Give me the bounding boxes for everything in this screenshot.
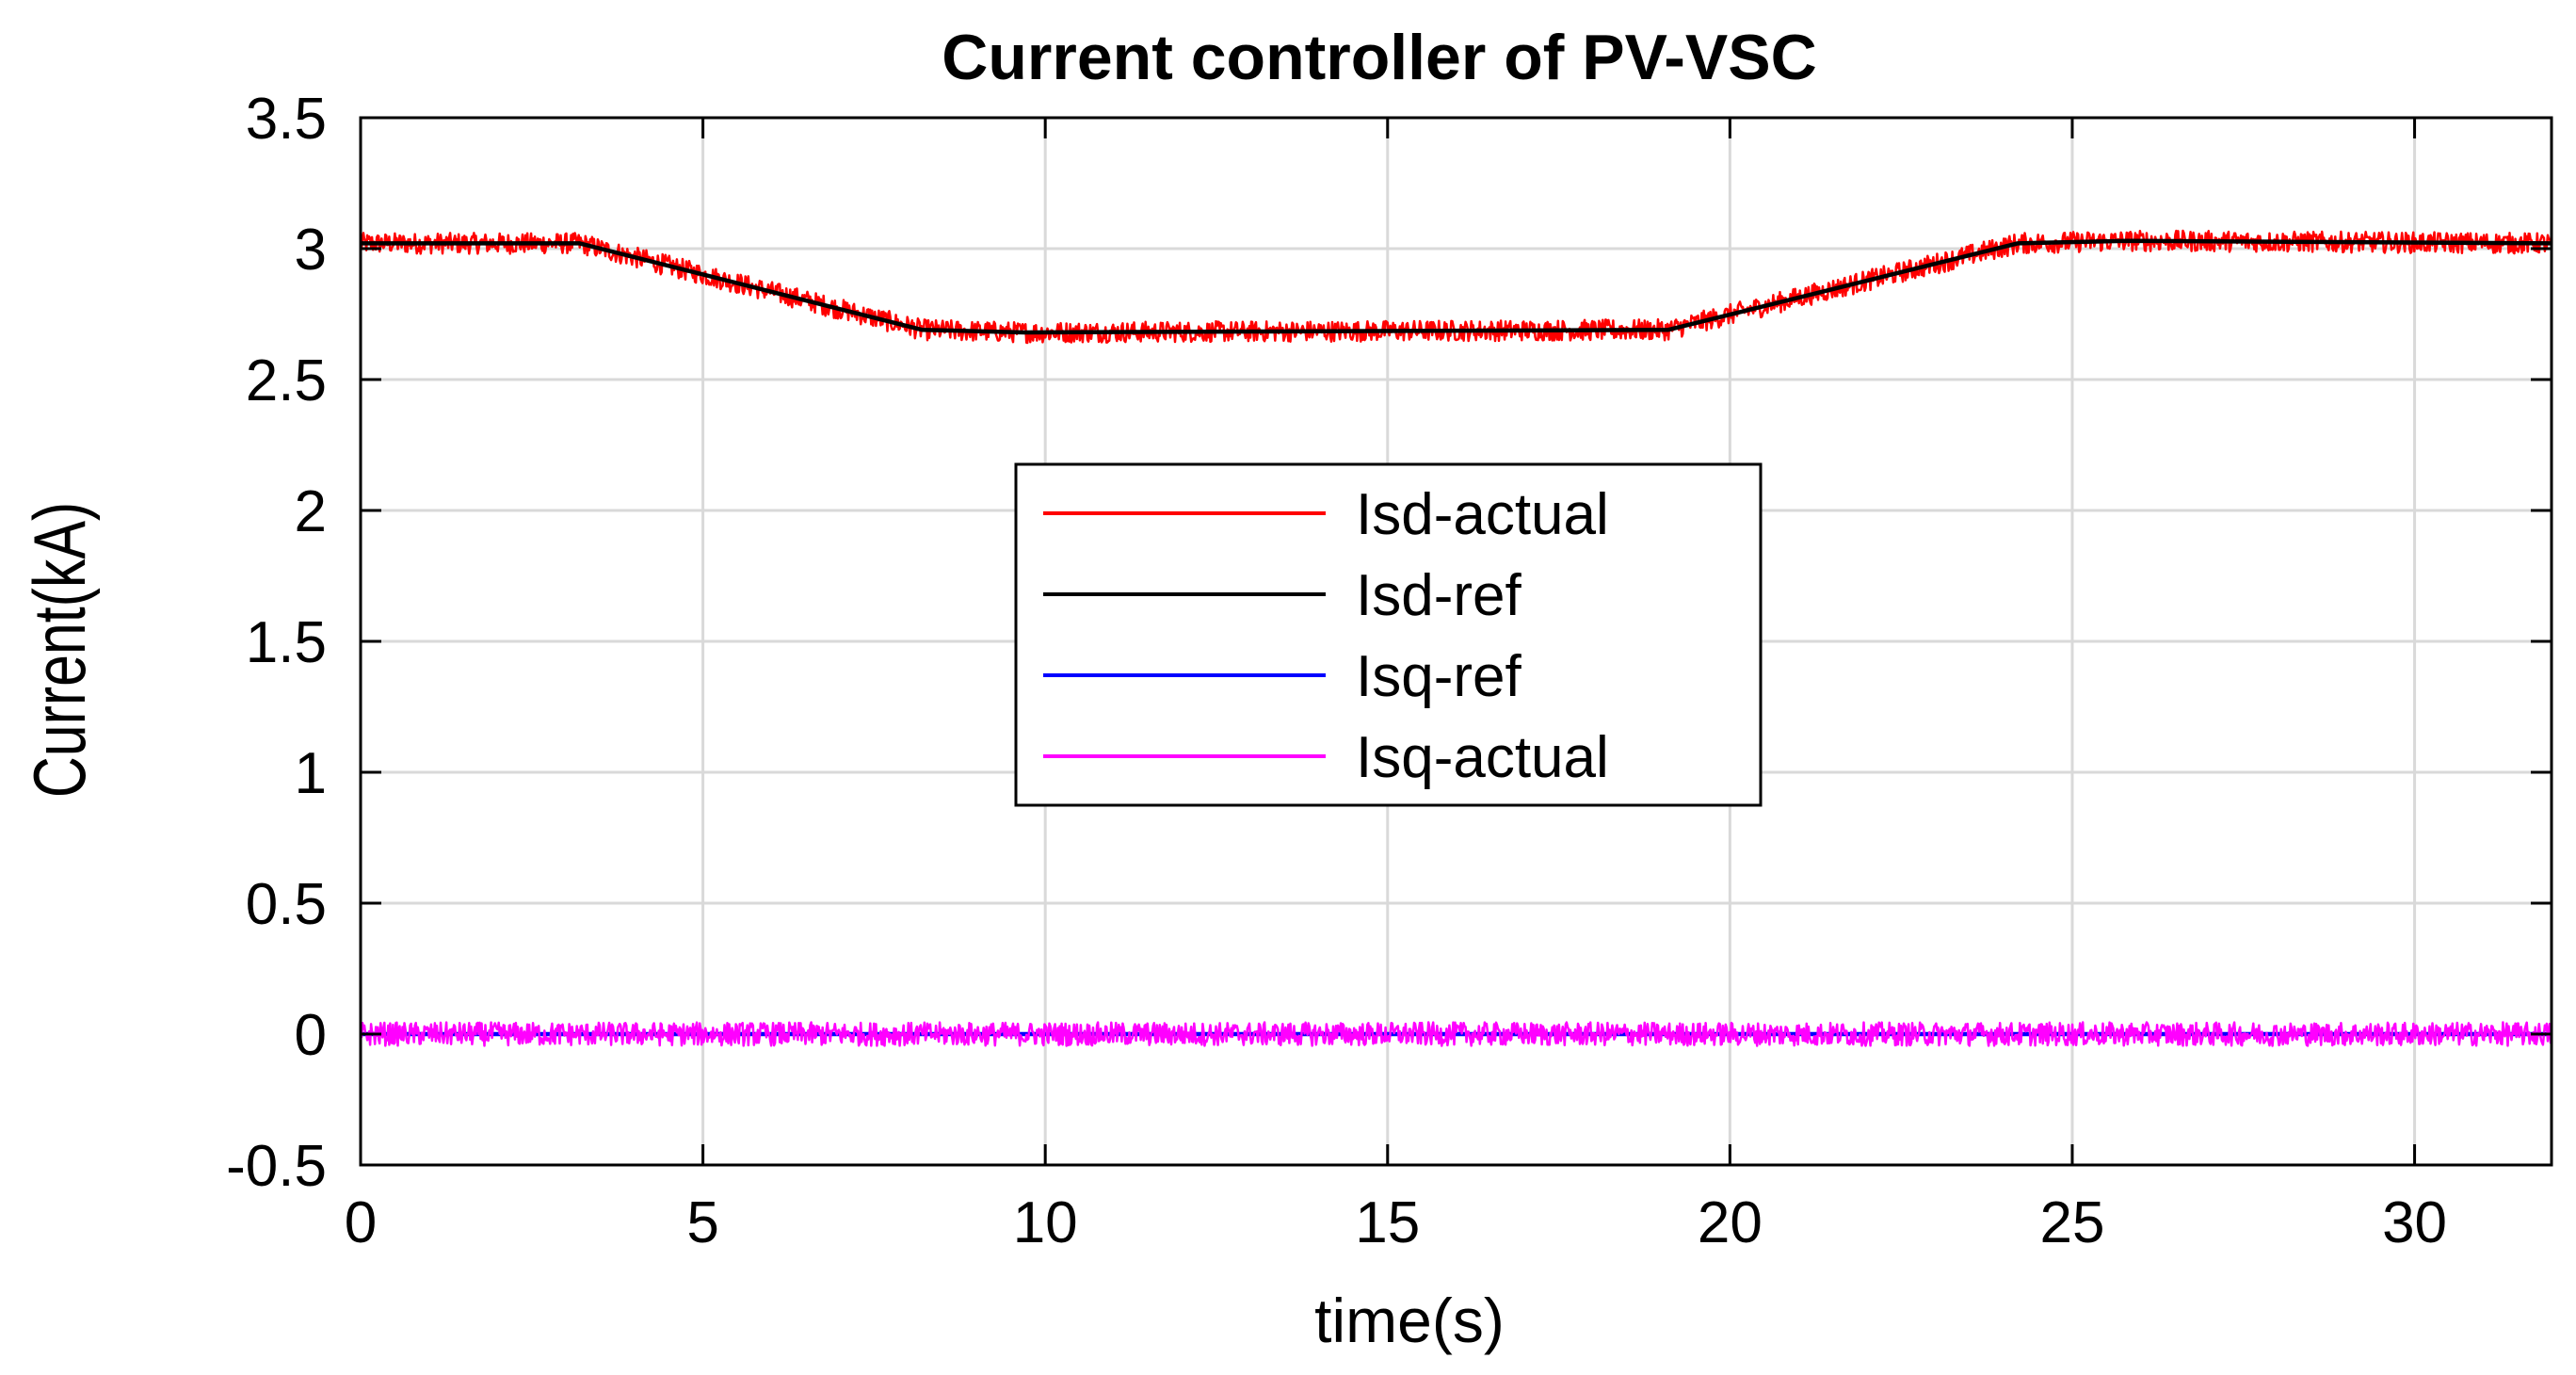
x-tick-label: 15 [1355, 1190, 1420, 1255]
y-tick-label: 2.5 [246, 348, 327, 413]
x-tick-label: 25 [2039, 1190, 2104, 1255]
chart-title: Current controller of PV-VSC [942, 22, 1816, 93]
x-tick-label: 30 [2382, 1190, 2447, 1255]
x-tick-label: 10 [1013, 1190, 1078, 1255]
x-tick-label: 20 [1698, 1190, 1763, 1255]
series-line-isd-ref [361, 238, 2552, 335]
x-tick-label: 5 [686, 1190, 718, 1255]
x-tick-labels: 0 5 10 15 20 25 30 [345, 1190, 2447, 1255]
y-tick-label: 1 [295, 741, 327, 806]
legend-label: Isq-actual [1356, 725, 1609, 790]
legend: Isd-actual Isd-ref Isq-ref Isq-actual [1014, 462, 1763, 807]
axis-ticks [359, 116, 2552, 1167]
y-tick-labels: -0.5 0 0.5 1 1.5 2 2.5 3 3.5 [226, 87, 327, 1199]
y-axis-label: Current(kA) [19, 502, 101, 798]
y-tick-label: 2 [295, 479, 327, 544]
y-tick-label: 0.5 [246, 872, 327, 937]
legend-box [1014, 462, 1763, 807]
y-tick-label: 0 [295, 1003, 327, 1068]
series-line-isq-actual [359, 1021, 2553, 1047]
x-tick-label: 0 [345, 1190, 377, 1255]
legend-label: Isd-ref [1356, 563, 1521, 628]
y-tick-label: 3 [295, 218, 327, 283]
y-tick-label: -0.5 [226, 1134, 327, 1199]
legend-label: Isd-actual [1356, 482, 1609, 547]
y-tick-label: 3.5 [246, 87, 327, 152]
x-axis-label: time(s) [1314, 1286, 1505, 1355]
legend-label: Isq-ref [1356, 644, 1521, 709]
y-tick-label: 1.5 [246, 610, 327, 675]
plot-area [359, 229, 2553, 1047]
